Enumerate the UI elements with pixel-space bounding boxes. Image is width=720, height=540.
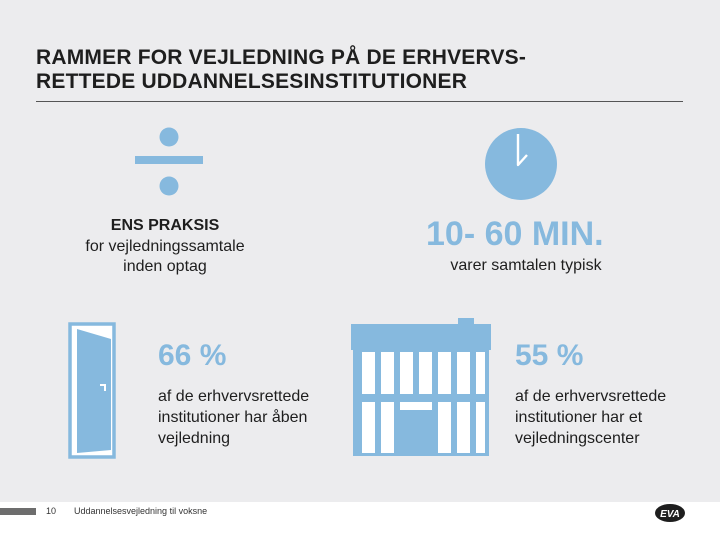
practice-line-1: for vejledningssamtale [85, 238, 245, 255]
page-number: 10 [46, 506, 57, 516]
open-guidance-line-3: vejledning [158, 430, 231, 447]
footer-title: Uddannelsesvejledning til voksne [74, 506, 208, 516]
practice-heading: ENS PRAKSIS [110, 217, 220, 234]
open-guidance-text: af de erhvervsrettede institutioner har … [158, 386, 309, 449]
open-door-icon [68, 322, 116, 459]
infographic-panel: RAMMER FOR VEJLEDNING PÅ DE ERHVERVS- RE… [0, 0, 720, 502]
duration-value: 10- 60 MIN. [426, 215, 604, 253]
open-guidance-line-2: institutioner har åben [158, 409, 308, 426]
center-line-1: af de erhvervsrettede [515, 388, 667, 405]
title-line-2: RETTEDE UDDANNELSESINSTITUTIONER [36, 70, 468, 93]
page-title: RAMMER FOR VEJLEDNING PÅ DE ERHVERVS- RE… [36, 46, 676, 94]
duration-caption: varer samtalen typisk [450, 257, 602, 274]
footer-accent-bar [0, 508, 36, 515]
center-line-3: vejledningscenter [515, 430, 640, 447]
practice-text: for vejledningssamtale inden optag [60, 237, 270, 277]
building-icon [351, 318, 491, 456]
practice-line-2: inden optag [123, 258, 207, 275]
open-guidance-percent: 66 % [158, 339, 227, 372]
title-line-1: RAMMER FOR VEJLEDNING PÅ DE ERHVERVS- [36, 46, 527, 69]
svg-text:EVA: EVA [660, 509, 680, 520]
divide-icon [135, 127, 203, 196]
center-text: af de erhvervsrettede institutioner har … [515, 386, 666, 449]
title-divider [36, 101, 683, 102]
clock-icon [485, 128, 557, 200]
center-percent: 55 % [515, 339, 584, 372]
center-line-2: institutioner har et [515, 409, 643, 426]
open-guidance-line-1: af de erhvervsrettede [158, 388, 310, 405]
eva-logo: EVA [655, 504, 685, 522]
